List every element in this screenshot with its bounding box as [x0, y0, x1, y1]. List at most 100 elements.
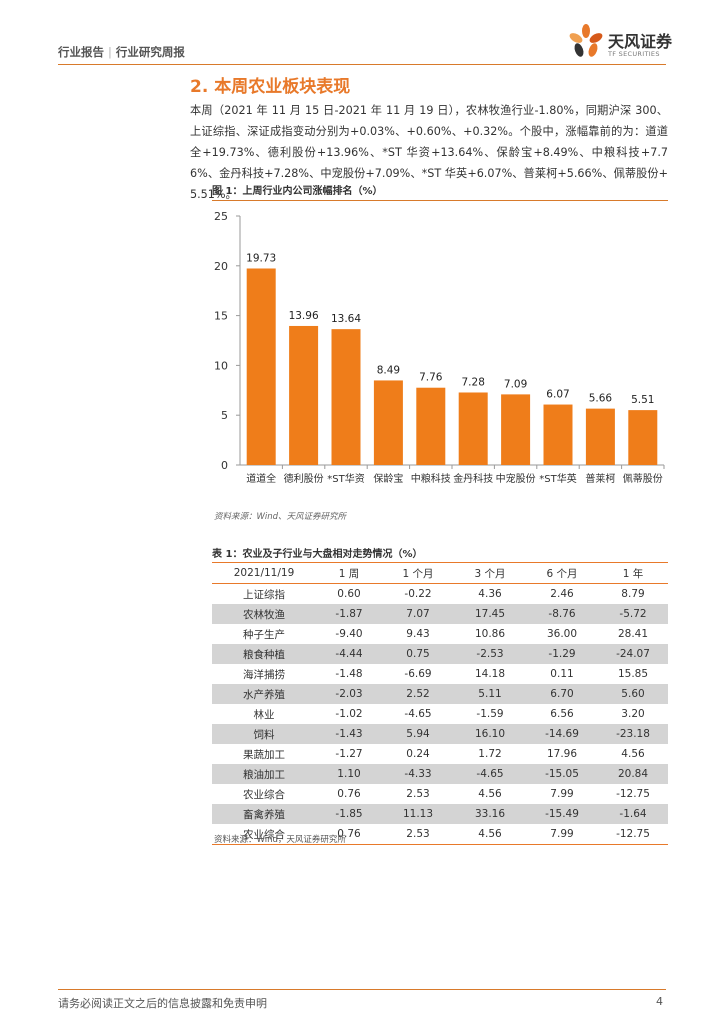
- figure-source: 资料来源：Wind、天风证券研究所: [214, 512, 347, 522]
- value-cell: -15.05: [526, 764, 598, 784]
- bar: [458, 392, 488, 465]
- footer-divider-line: [58, 989, 666, 990]
- table-row: 水产养殖 -2.03 2.52 5.11 6.70 5.60: [212, 684, 668, 704]
- bar: [543, 404, 573, 465]
- y-tick-label: 0: [221, 459, 228, 472]
- row-label-cell: 农林牧渔: [212, 604, 316, 624]
- bar: [331, 329, 361, 465]
- row-label-cell: 农业综合: [243, 788, 285, 801]
- value-cell: 0.24: [406, 748, 430, 760]
- row-label-cell: 水产养殖: [212, 684, 316, 704]
- value-cell: 0.75: [382, 644, 454, 664]
- value-cell: 0.76: [316, 824, 382, 845]
- row-label-cell: 饲料: [212, 724, 316, 744]
- value-cell: -4.33: [382, 764, 454, 784]
- table-row: 农业综合 0.76 2.53 4.56 7.99 -12.75: [212, 784, 668, 804]
- bar: [585, 408, 615, 465]
- value-cell: 33.16: [454, 804, 526, 824]
- value-cell: -9.40: [335, 628, 363, 640]
- value-cell: -0.22: [404, 588, 432, 600]
- value-cell: 36.00: [546, 628, 578, 640]
- bar: [628, 410, 658, 465]
- value-cell: -5.72: [598, 604, 668, 624]
- column-header: 6 个月: [526, 562, 598, 584]
- logo-name-en: TF SECURITIES: [608, 50, 660, 58]
- value-cell: -1.59: [476, 708, 504, 720]
- y-tick-label: 5: [221, 409, 228, 422]
- value-cell: -1.85: [316, 804, 382, 824]
- value-cell: 17.96: [546, 748, 578, 760]
- value-cell: 0.60: [337, 588, 361, 600]
- x-tick-label: *ST华英: [539, 472, 576, 485]
- value-cell: 28.41: [617, 628, 649, 640]
- y-tick-label: 10: [214, 359, 228, 372]
- bar: [501, 394, 531, 465]
- value-cell: 5.94: [382, 724, 454, 744]
- page-number: 4: [656, 995, 663, 1008]
- value-cell: 5.60: [598, 684, 668, 704]
- gain-ranking-chart: 0 5 10 15 20 25 19.73 道道全 13.96 德利股份 13.64 *ST华资 8.4…: [200, 200, 670, 500]
- table-title: 表 1：农业及子行业与大盘相对走势情况（%）: [212, 549, 423, 560]
- y-tick-label: 20: [214, 260, 228, 273]
- row-label-cell: 果蔬加工: [243, 748, 285, 761]
- value-cell: 20.84: [598, 764, 668, 784]
- value-cell: 1.72: [478, 748, 502, 760]
- value-cell: 8.79: [621, 588, 645, 600]
- value-cell: -1.43: [316, 724, 382, 744]
- row-label-cell: 粮油加工: [212, 764, 316, 784]
- table-row: 饲料 -1.43 5.94 16.10 -14.69 -23.18: [212, 724, 668, 744]
- header-divider-line: [58, 64, 666, 65]
- row-label-cell: 海洋捕捞: [243, 668, 285, 681]
- value-cell: -15.49: [526, 804, 598, 824]
- value-cell: 16.10: [454, 724, 526, 744]
- value-cell: 2.53: [406, 788, 430, 800]
- bar: [416, 387, 446, 465]
- figure-title-rule: [212, 200, 668, 201]
- company-logo: 天风证券 TF SECURITIES: [566, 22, 676, 66]
- value-cell: 1.10: [316, 764, 382, 784]
- column-header: 1 周: [316, 562, 382, 584]
- x-tick-label: 保龄宝: [373, 472, 403, 485]
- value-cell: -1.27: [335, 748, 363, 760]
- value-cell: 0.76: [337, 788, 361, 800]
- value-cell: 7.99: [550, 788, 574, 800]
- table-row: 林业 -1.02 -4.65 -1.59 6.56 3.20: [212, 704, 668, 724]
- value-cell: -23.18: [598, 724, 668, 744]
- data-label: 19.73: [246, 252, 276, 264]
- table-row: 畜禽养殖 -1.85 11.13 33.16 -15.49 -1.64: [212, 804, 668, 824]
- value-cell: 9.43: [406, 628, 430, 640]
- value-cell: -2.53: [454, 644, 526, 664]
- data-label: 7.76: [419, 372, 443, 384]
- value-cell: 11.13: [382, 804, 454, 824]
- report-category: 行业报告: [58, 45, 104, 59]
- data-label: 5.51: [631, 394, 654, 406]
- value-cell: -1.29: [526, 644, 598, 664]
- value-cell: 17.45: [454, 604, 526, 624]
- row-label-cell: 粮食种植: [212, 644, 316, 664]
- value-cell: 2.46: [550, 588, 574, 600]
- value-cell: 10.86: [474, 628, 506, 640]
- value-cell: -12.75: [598, 824, 668, 845]
- value-cell: -12.75: [616, 788, 650, 800]
- value-cell: -4.44: [316, 644, 382, 664]
- column-header: 2021/11/19: [212, 562, 316, 584]
- data-label: 13.96: [289, 310, 319, 322]
- table-body: 上证综指 0.60 -0.22 4.36 2.46 8.79 农林牧渔 -1.87 7.07 17…: [212, 584, 668, 845]
- table-row: 农林牧渔 -1.87 7.07 17.45 -8.76 -5.72: [212, 604, 668, 624]
- table-row: 果蔬加工 -1.27 0.24 1.72 17.96 4.56: [212, 744, 668, 764]
- data-label: 7.28: [462, 376, 485, 388]
- row-label-cell: 林业: [253, 708, 275, 721]
- figure-title: 图 1：上周行业内公司涨幅排名（%）: [212, 186, 383, 197]
- x-tick-label: 普莱柯: [585, 472, 615, 485]
- value-cell: 3.20: [621, 708, 645, 720]
- section-title: 2. 本周农业板块表现: [190, 77, 351, 97]
- x-tick-label: 德利股份: [284, 472, 324, 485]
- data-label: 5.66: [589, 393, 613, 405]
- data-label: 8.49: [377, 364, 400, 376]
- column-header: 1 个月: [382, 562, 454, 584]
- value-cell: 14.18: [474, 668, 506, 680]
- value-cell: 4.56: [621, 748, 645, 760]
- data-label: 6.07: [546, 389, 569, 401]
